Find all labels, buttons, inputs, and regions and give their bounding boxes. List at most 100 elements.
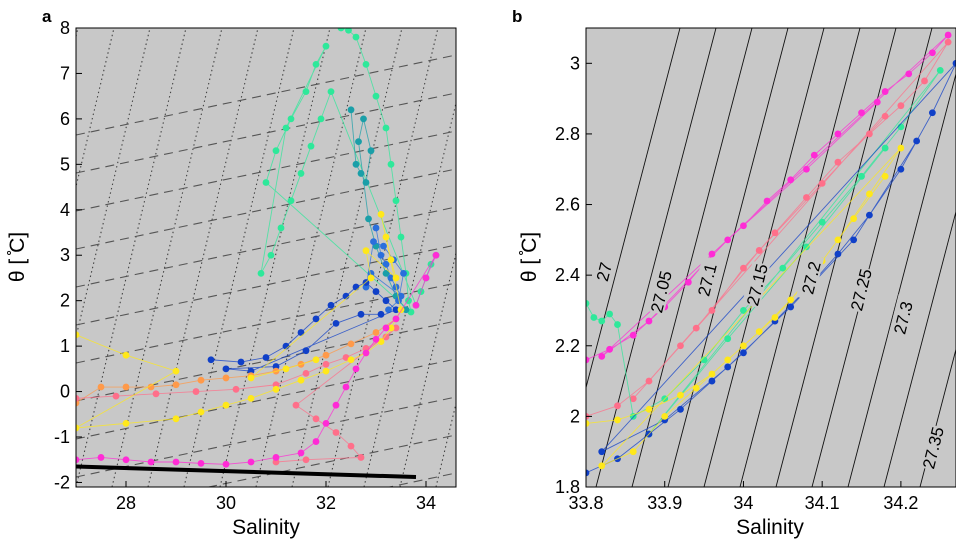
data-point xyxy=(97,454,105,461)
data-point xyxy=(677,405,684,413)
y-tick-label: 0 xyxy=(60,382,70,402)
data-point xyxy=(432,251,440,259)
data-point xyxy=(357,170,365,177)
data-point xyxy=(347,442,355,450)
data-point xyxy=(307,142,315,150)
data-point xyxy=(881,144,889,152)
data-point xyxy=(740,342,747,350)
y-tick-label: 1.8 xyxy=(555,477,580,497)
data-point xyxy=(606,345,614,353)
data-point xyxy=(312,60,320,68)
data-point xyxy=(76,456,80,464)
data-point xyxy=(302,347,310,355)
y-tick-label: 6 xyxy=(60,109,70,129)
data-point xyxy=(818,218,826,226)
isopycnal-label-bg xyxy=(742,260,771,309)
data-point xyxy=(365,215,372,223)
panel-a-y-ticks: -2 -1 0 1 2 3 4 5 6 7 8 xyxy=(54,18,82,492)
y-tick-label: 2.2 xyxy=(555,336,580,356)
data-point xyxy=(332,429,340,436)
data-point xyxy=(708,250,716,258)
data-point xyxy=(147,383,155,391)
y-tick-label: 8 xyxy=(60,18,70,38)
y-tick-label: 3 xyxy=(570,53,580,73)
data-point xyxy=(614,402,621,410)
data-point xyxy=(247,374,255,382)
data-point xyxy=(207,356,215,364)
data-point xyxy=(881,112,889,120)
data-point xyxy=(357,454,365,461)
data-point xyxy=(740,264,747,272)
data-point xyxy=(724,356,732,364)
data-point xyxy=(372,224,380,232)
data-point xyxy=(247,458,255,466)
data-point xyxy=(928,49,936,57)
x-tick-label: 34.1 xyxy=(805,493,840,513)
panel-b-frame xyxy=(585,27,956,488)
isopycnal-line xyxy=(847,72,956,487)
x-tick-label: 34 xyxy=(733,493,753,513)
data-point xyxy=(834,130,842,138)
data-point xyxy=(586,420,590,427)
data-point xyxy=(803,165,810,173)
data-point xyxy=(724,236,732,244)
data-point xyxy=(372,335,380,343)
data-point xyxy=(362,179,370,186)
data-point xyxy=(810,151,818,159)
data-point xyxy=(392,306,400,314)
data-point xyxy=(272,454,280,461)
y-tick-label: 2 xyxy=(570,406,580,426)
data-point xyxy=(222,374,230,382)
data-point xyxy=(392,315,400,323)
data-point xyxy=(302,88,310,96)
data-point xyxy=(866,130,873,138)
data-point xyxy=(172,381,180,389)
data-point xyxy=(352,283,360,291)
data-point xyxy=(385,306,392,314)
x-tick-label: 30 xyxy=(216,493,236,513)
data-point xyxy=(76,394,80,402)
data-point xyxy=(222,460,230,468)
density-contour-dashed xyxy=(76,54,456,136)
data-point xyxy=(287,115,295,123)
data-point xyxy=(881,88,889,95)
data-point xyxy=(629,331,637,339)
data-point xyxy=(606,310,614,318)
isopycnal-label-bg xyxy=(918,423,947,472)
data-point xyxy=(352,33,360,41)
data-point xyxy=(222,365,230,373)
data-point xyxy=(629,448,637,456)
data-point xyxy=(382,324,390,332)
data-point xyxy=(377,251,385,259)
isopycnal-line xyxy=(739,28,861,487)
density-contour-dashed xyxy=(76,168,456,250)
panel-a-data xyxy=(76,28,440,480)
data-point xyxy=(347,106,355,114)
data-point xyxy=(297,449,305,457)
data-point xyxy=(952,59,956,67)
data-point xyxy=(367,274,375,282)
data-point xyxy=(322,351,330,359)
data-point xyxy=(598,462,606,470)
data-point xyxy=(787,296,795,304)
data-point xyxy=(400,270,407,277)
data-point xyxy=(598,352,606,360)
data-point xyxy=(347,340,355,348)
data-point xyxy=(267,251,275,259)
data-point xyxy=(858,109,865,117)
data-point xyxy=(708,307,716,314)
data-point xyxy=(322,42,330,50)
data-point xyxy=(172,458,180,466)
isopycnal-line xyxy=(919,347,956,487)
data-point xyxy=(392,197,400,205)
data-point xyxy=(332,319,340,327)
data-point xyxy=(944,31,952,39)
data-point xyxy=(928,109,936,117)
data-point xyxy=(382,124,390,132)
data-point xyxy=(834,236,842,244)
x-tick-label: 33.8 xyxy=(568,493,603,513)
data-point xyxy=(677,391,684,399)
data-point xyxy=(257,270,265,277)
isopycnal-line xyxy=(811,28,933,487)
